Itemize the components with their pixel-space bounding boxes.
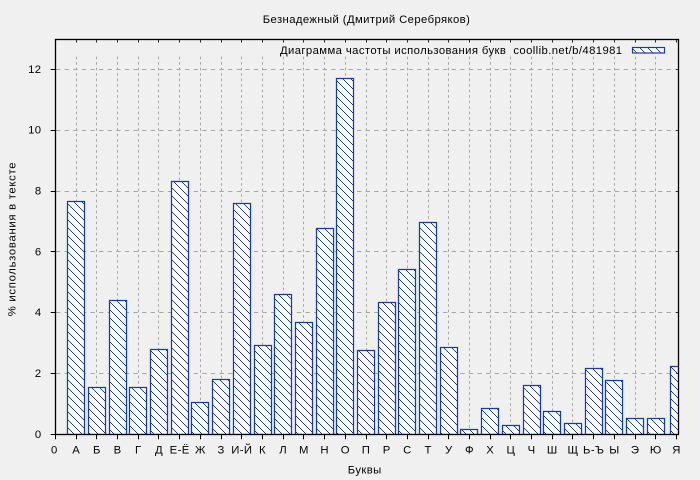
svg-text:Д: Д: [155, 445, 163, 457]
svg-text:12: 12: [28, 64, 41, 76]
svg-text:К: К: [259, 445, 266, 457]
svg-text:4: 4: [35, 307, 42, 319]
svg-text:З: З: [217, 445, 224, 457]
svg-text:Б: Б: [93, 445, 101, 457]
svg-text:0: 0: [51, 445, 58, 457]
svg-text:А: А: [72, 445, 80, 457]
svg-text:Э: Э: [631, 445, 640, 457]
svg-text:Ф: Ф: [465, 445, 474, 457]
svg-text:И-Й: И-Й: [231, 444, 252, 457]
svg-text:Х: Х: [486, 445, 494, 457]
svg-text:Безнадежный (Дмитрий Серебряко: Безнадежный (Дмитрий Серебряков): [263, 14, 471, 26]
svg-text:Г: Г: [135, 445, 142, 457]
svg-text:Е-Ё: Е-Ё: [170, 445, 190, 457]
svg-text:8: 8: [35, 186, 42, 198]
svg-text:2: 2: [35, 368, 42, 380]
svg-text:В: В: [114, 445, 122, 457]
svg-text:Я: Я: [672, 445, 681, 457]
svg-text:Н: Н: [320, 445, 329, 457]
svg-text:У: У: [445, 445, 453, 457]
svg-text:Л: Л: [279, 445, 287, 457]
svg-text:Ш: Ш: [547, 445, 558, 457]
svg-text:Ю: Ю: [650, 445, 662, 457]
svg-text:Буквы: Буквы: [348, 465, 382, 477]
svg-text:Ц: Ц: [507, 445, 516, 457]
svg-text:О: О: [341, 445, 350, 457]
svg-text:П: П: [362, 445, 371, 457]
svg-text:Ы: Ы: [609, 445, 619, 457]
svg-text:Т: Т: [424, 445, 431, 457]
svg-text:Ч: Ч: [528, 445, 536, 457]
svg-text:Ж: Ж: [195, 445, 206, 457]
svg-text:10: 10: [28, 125, 41, 137]
svg-text:Щ: Щ: [568, 445, 579, 457]
svg-text:М: М: [299, 445, 309, 457]
svg-text:0: 0: [35, 429, 42, 441]
svg-text:Р: Р: [383, 445, 391, 457]
svg-text:% использования в тексте: % использования в тексте: [7, 162, 19, 316]
svg-text:Диаграмма частоты использовани: Диаграмма частоты использования букв coo…: [280, 45, 623, 57]
svg-text:Ь-Ъ: Ь-Ъ: [583, 445, 604, 457]
svg-text:6: 6: [35, 246, 42, 258]
svg-text:С: С: [403, 445, 412, 457]
